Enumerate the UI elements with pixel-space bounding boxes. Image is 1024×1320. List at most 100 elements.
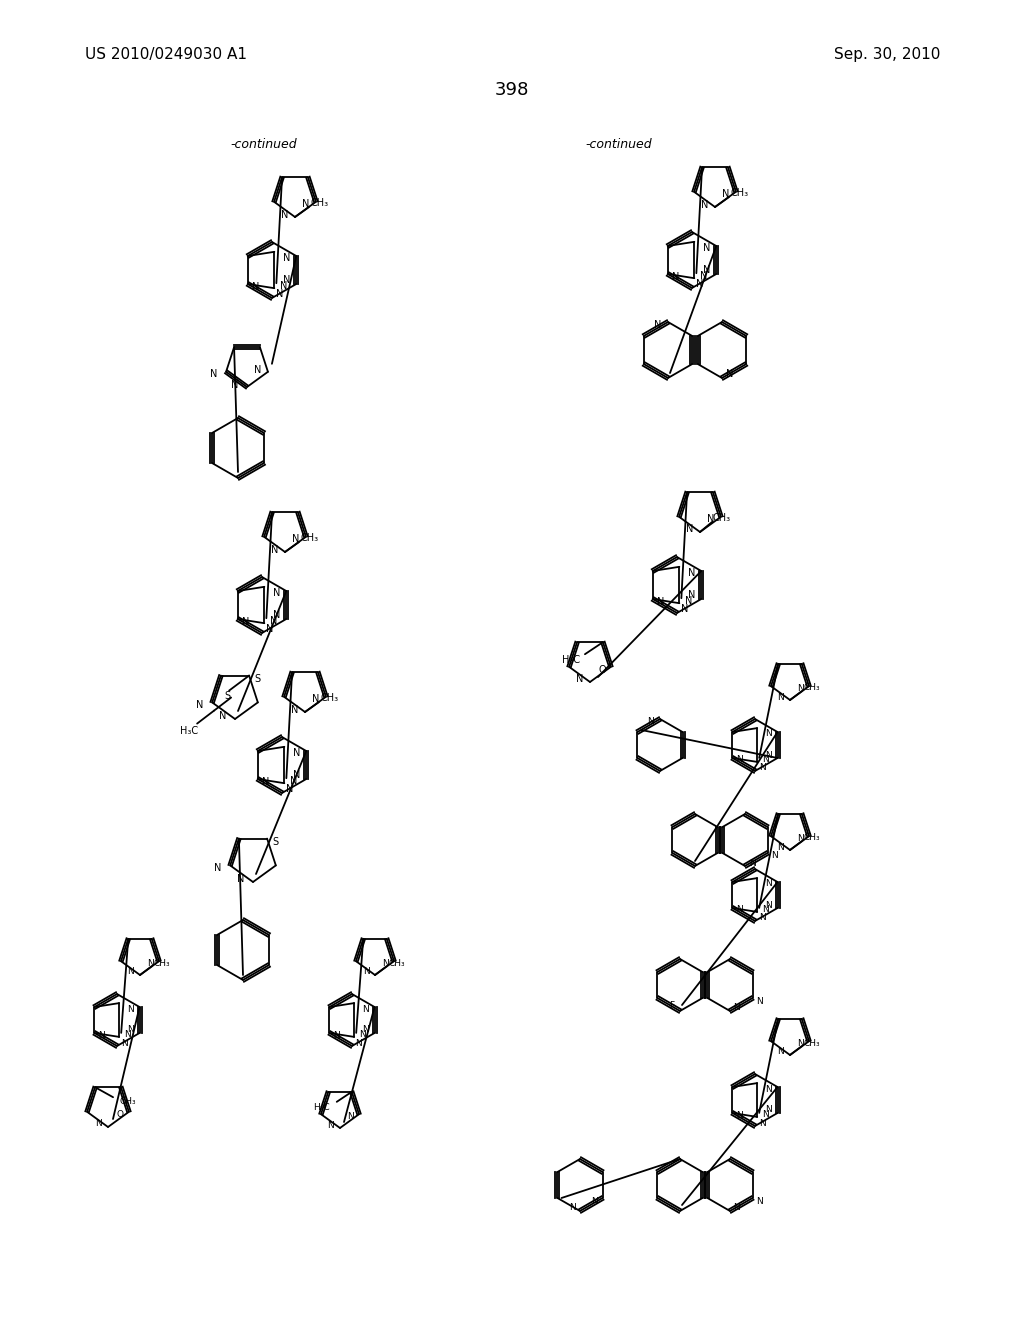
- Text: N: N: [765, 900, 772, 909]
- Text: N: N: [699, 271, 707, 281]
- Text: N: N: [733, 1003, 740, 1012]
- Text: N: N: [657, 597, 665, 607]
- Text: N: N: [362, 968, 370, 977]
- Text: N: N: [214, 863, 222, 874]
- Text: N: N: [701, 201, 709, 210]
- Text: N: N: [347, 1111, 353, 1121]
- Text: N: N: [654, 319, 662, 330]
- Text: H₃C: H₃C: [180, 726, 199, 735]
- Text: CH₃: CH₃: [713, 513, 731, 523]
- Text: N: N: [254, 364, 261, 375]
- Text: H₃C: H₃C: [313, 1104, 330, 1113]
- Text: N: N: [312, 694, 319, 704]
- Text: N: N: [797, 1039, 804, 1048]
- Text: N: N: [687, 590, 695, 601]
- Text: N: N: [708, 513, 715, 524]
- Text: 398: 398: [495, 81, 529, 99]
- Text: CH₃: CH₃: [154, 958, 170, 968]
- Text: N: N: [283, 275, 290, 285]
- Text: N: N: [762, 755, 769, 764]
- Text: N: N: [722, 189, 730, 199]
- Text: N: N: [765, 879, 772, 888]
- Text: N: N: [797, 834, 804, 842]
- Text: N: N: [287, 784, 294, 795]
- Text: CH₃: CH₃: [804, 833, 820, 842]
- Text: N: N: [293, 770, 300, 780]
- Text: N: N: [759, 913, 765, 923]
- Text: N: N: [272, 610, 280, 620]
- Text: N: N: [128, 968, 134, 977]
- Text: N: N: [749, 858, 756, 867]
- Text: N: N: [736, 906, 742, 915]
- Text: N: N: [272, 587, 280, 598]
- Text: S: S: [272, 837, 279, 846]
- Text: CH₃: CH₃: [731, 187, 750, 198]
- Text: N: N: [231, 380, 239, 389]
- Text: N: N: [577, 675, 584, 684]
- Text: N: N: [358, 1031, 366, 1039]
- Text: N: N: [591, 1197, 598, 1206]
- Text: N: N: [290, 776, 297, 787]
- Text: N: N: [302, 199, 309, 209]
- Text: N: N: [242, 616, 250, 627]
- Text: -continued: -continued: [585, 139, 651, 152]
- Text: N: N: [210, 368, 218, 379]
- Text: N: N: [759, 1118, 765, 1127]
- Text: N: N: [382, 958, 388, 968]
- Text: N: N: [280, 281, 287, 292]
- Text: CH₃: CH₃: [120, 1097, 136, 1106]
- Text: N: N: [736, 755, 742, 764]
- Text: F: F: [670, 1002, 675, 1011]
- Text: CH₃: CH₃: [389, 958, 406, 968]
- Text: N: N: [269, 616, 278, 626]
- Text: CH₃: CH₃: [301, 533, 319, 543]
- Text: N: N: [333, 1031, 340, 1040]
- Text: N: N: [771, 851, 778, 861]
- Text: N: N: [283, 253, 290, 263]
- Text: CH₃: CH₃: [321, 693, 339, 704]
- Text: S: S: [224, 690, 230, 701]
- Text: N: N: [362, 1026, 369, 1035]
- Text: N: N: [759, 763, 765, 772]
- Text: N: N: [121, 1039, 127, 1048]
- Text: N: N: [127, 1026, 134, 1035]
- Text: N: N: [686, 524, 693, 535]
- Text: Sep. 30, 2010: Sep. 30, 2010: [834, 48, 940, 62]
- Text: O: O: [598, 665, 606, 675]
- Text: N: N: [568, 1203, 575, 1212]
- Text: N: N: [291, 705, 299, 715]
- Text: N: N: [777, 1048, 784, 1056]
- Text: N: N: [777, 842, 784, 851]
- Text: N: N: [762, 906, 769, 915]
- Text: N: N: [328, 1121, 335, 1130]
- Text: N: N: [292, 533, 300, 544]
- Text: N: N: [765, 751, 772, 759]
- Text: N: N: [276, 289, 284, 300]
- Text: N: N: [271, 545, 279, 554]
- Text: US 2010/0249030 A1: US 2010/0249030 A1: [85, 48, 247, 62]
- Text: N: N: [765, 1106, 772, 1114]
- Text: N: N: [777, 693, 784, 701]
- Text: N: N: [702, 265, 710, 275]
- Text: N: N: [95, 1119, 102, 1129]
- Text: N: N: [702, 243, 710, 253]
- Text: N: N: [756, 997, 763, 1006]
- Text: CH₃: CH₃: [804, 682, 820, 692]
- Text: N: N: [687, 568, 695, 578]
- Text: N: N: [262, 777, 269, 787]
- Text: H₃C: H₃C: [562, 655, 580, 665]
- Text: N: N: [252, 282, 259, 292]
- Text: N: N: [98, 1031, 104, 1040]
- Text: N: N: [646, 718, 653, 726]
- Text: N: N: [672, 272, 680, 282]
- Text: N: N: [685, 597, 692, 606]
- Text: N: N: [293, 748, 300, 758]
- Text: N: N: [797, 684, 804, 693]
- Text: CH₃: CH₃: [804, 1039, 820, 1048]
- Text: N: N: [726, 370, 733, 379]
- Text: N: N: [765, 1085, 772, 1093]
- Text: N: N: [266, 624, 273, 634]
- Text: N: N: [124, 1031, 130, 1039]
- Text: N: N: [146, 958, 154, 968]
- Text: N: N: [362, 1005, 369, 1014]
